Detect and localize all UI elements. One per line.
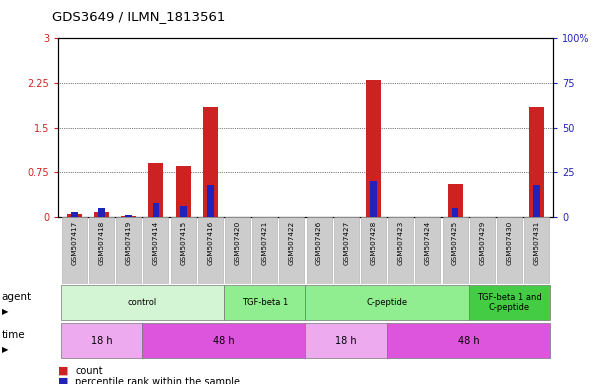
FancyBboxPatch shape [497, 217, 522, 284]
Text: time: time [2, 330, 26, 340]
Text: GSM507415: GSM507415 [180, 220, 186, 265]
Text: GSM507422: GSM507422 [289, 220, 295, 265]
Text: GSM507429: GSM507429 [479, 220, 485, 265]
Text: ▶: ▶ [2, 307, 9, 316]
Text: ▶: ▶ [2, 346, 9, 354]
Bar [148, 164, 163, 217]
Text: GSM507420: GSM507420 [235, 220, 241, 265]
Bar [452, 208, 458, 217]
FancyBboxPatch shape [306, 285, 469, 320]
FancyBboxPatch shape [415, 217, 441, 284]
Bar [180, 206, 186, 217]
Text: GSM507414: GSM507414 [153, 220, 159, 265]
FancyBboxPatch shape [60, 323, 142, 358]
Text: GSM507431: GSM507431 [533, 220, 540, 265]
FancyBboxPatch shape [524, 217, 549, 284]
Bar [203, 107, 218, 217]
Text: GSM507426: GSM507426 [316, 220, 322, 265]
Text: TGF-beta 1: TGF-beta 1 [241, 298, 288, 307]
FancyBboxPatch shape [89, 217, 114, 284]
Bar [529, 107, 544, 217]
Text: C-peptide: C-peptide [367, 298, 408, 307]
Bar [175, 166, 191, 217]
FancyBboxPatch shape [279, 217, 304, 284]
Text: GDS3649 / ILMN_1813561: GDS3649 / ILMN_1813561 [52, 10, 225, 23]
Bar [448, 184, 463, 217]
FancyBboxPatch shape [252, 217, 277, 284]
Bar [94, 212, 109, 217]
FancyBboxPatch shape [224, 285, 306, 320]
Text: GSM507417: GSM507417 [71, 220, 78, 265]
Bar [121, 216, 136, 217]
FancyBboxPatch shape [225, 217, 250, 284]
Text: GSM507427: GSM507427 [343, 220, 349, 265]
Text: TGF-beta 1 and
C-peptide: TGF-beta 1 and C-peptide [477, 293, 542, 312]
Text: GSM507418: GSM507418 [98, 220, 104, 265]
FancyBboxPatch shape [170, 217, 196, 284]
FancyBboxPatch shape [307, 217, 332, 284]
FancyBboxPatch shape [144, 217, 169, 284]
FancyBboxPatch shape [388, 217, 413, 284]
Text: GSM507416: GSM507416 [207, 220, 213, 265]
Bar [71, 212, 78, 217]
Text: count: count [75, 366, 103, 376]
Text: GSM507419: GSM507419 [126, 220, 132, 265]
Text: control: control [128, 298, 157, 307]
FancyBboxPatch shape [470, 217, 495, 284]
Text: 48 h: 48 h [213, 336, 235, 346]
Text: GSM507421: GSM507421 [262, 220, 268, 265]
Text: ■: ■ [58, 366, 68, 376]
Bar [98, 208, 105, 217]
Text: 48 h: 48 h [458, 336, 480, 346]
FancyBboxPatch shape [62, 217, 87, 284]
Bar [207, 185, 214, 217]
Bar [67, 214, 82, 217]
Text: 18 h: 18 h [91, 336, 112, 346]
Text: GSM507425: GSM507425 [452, 220, 458, 265]
Bar [533, 185, 540, 217]
FancyBboxPatch shape [116, 217, 141, 284]
Text: 18 h: 18 h [335, 336, 357, 346]
FancyBboxPatch shape [60, 285, 224, 320]
Text: GSM507423: GSM507423 [398, 220, 404, 265]
FancyBboxPatch shape [361, 217, 386, 284]
FancyBboxPatch shape [442, 217, 467, 284]
Bar [153, 203, 159, 217]
Text: ■: ■ [58, 377, 68, 384]
Text: GSM507428: GSM507428 [370, 220, 376, 265]
Bar [370, 181, 377, 217]
Bar [125, 215, 132, 217]
FancyBboxPatch shape [142, 323, 306, 358]
FancyBboxPatch shape [198, 217, 223, 284]
FancyBboxPatch shape [306, 323, 387, 358]
Text: GSM507424: GSM507424 [425, 220, 431, 265]
Text: agent: agent [2, 292, 32, 302]
FancyBboxPatch shape [334, 217, 359, 284]
Bar [366, 80, 381, 217]
FancyBboxPatch shape [469, 285, 551, 320]
FancyBboxPatch shape [387, 323, 551, 358]
Text: percentile rank within the sample: percentile rank within the sample [75, 377, 240, 384]
Text: GSM507430: GSM507430 [507, 220, 513, 265]
